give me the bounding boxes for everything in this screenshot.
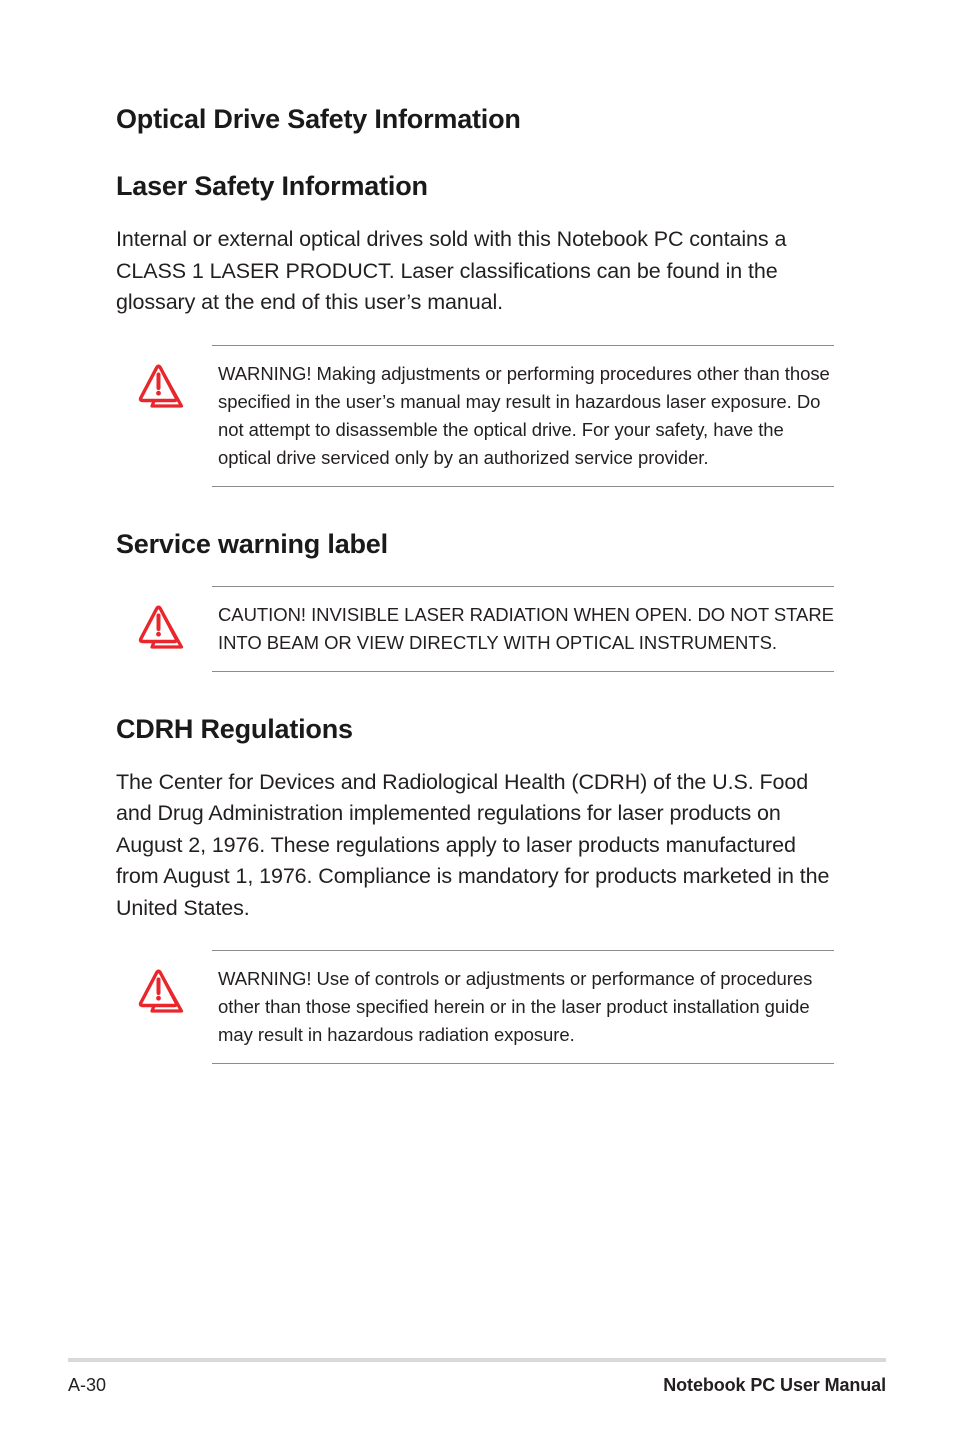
notice-body: CAUTION! INVISIBLE LASER RADIATION WHEN …	[212, 587, 834, 671]
warning-notice-cdrh: WARNING! Use of controls or adjustments …	[116, 950, 834, 1065]
warning-triangle-icon	[138, 600, 194, 654]
warning-notice-service-label: CAUTION! INVISIBLE LASER RADIATION WHEN …	[116, 585, 834, 672]
paragraph-cdrh-regulations: The Center for Devices and Radiological …	[116, 769, 830, 920]
notice-bottom-rule	[212, 670, 834, 672]
manual-title: Notebook PC User Manual	[663, 1375, 886, 1395]
footer-divider	[68, 1358, 886, 1362]
footer-row: A-30 Notebook PC User Manual	[68, 1375, 886, 1396]
notice-top-rule	[212, 585, 834, 587]
page-footer: A-30 Notebook PC User Manual	[68, 1358, 886, 1396]
warning-text-cdrh: WARNING! Use of controls or adjustments …	[218, 968, 813, 1046]
heading-service-warning-label: Service warning label	[116, 528, 388, 559]
page-content: Optical Drive Safety Information Laser S…	[116, 104, 834, 1065]
heading-cdrh-regulations: CDRH Regulations	[116, 713, 353, 744]
page-number: A-30	[68, 1375, 107, 1395]
warning-notice-laser-safety: WARNING! Making adjustments or performin…	[116, 344, 834, 487]
notice-bottom-rule	[212, 485, 834, 487]
heading-laser-safety-information: Laser Safety Information	[116, 171, 428, 202]
caution-text-service-label: CAUTION! INVISIBLE LASER RADIATION WHEN …	[218, 603, 834, 653]
warning-text-laser-safety: WARNING! Making adjustments or performin…	[218, 362, 830, 468]
warning-triangle-icon	[138, 964, 194, 1018]
notice-bottom-rule	[212, 1063, 834, 1065]
page-title: Optical Drive Safety Information	[116, 104, 521, 134]
notice-body: WARNING! Use of controls or adjustments …	[212, 951, 834, 1063]
paragraph-laser-safety-information: Internal or external optical drives sold…	[116, 227, 787, 315]
warning-triangle-icon	[138, 359, 194, 413]
notice-top-rule	[212, 950, 834, 952]
notice-body: WARNING! Making adjustments or performin…	[212, 346, 834, 486]
notice-top-rule	[212, 344, 834, 346]
